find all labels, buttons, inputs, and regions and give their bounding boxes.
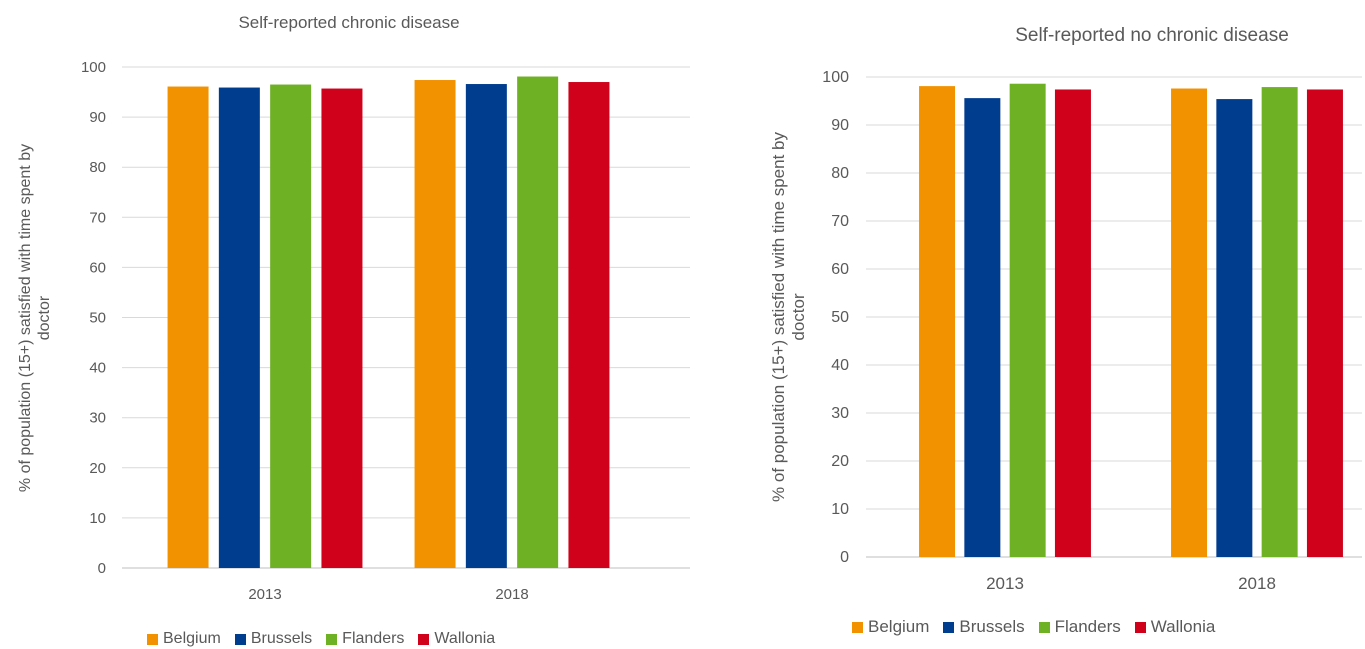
- y-axis-label: % of population (15+) satisfied with tim…: [17, 144, 53, 492]
- chart-title: Self-reported no chronic disease: [1015, 25, 1289, 46]
- legend-label: Belgium: [868, 617, 930, 636]
- y-tick-label: 80: [831, 165, 849, 182]
- y-tick-label: 60: [831, 261, 849, 278]
- legend-swatch: [1134, 621, 1146, 633]
- x-category-label: 2013: [248, 586, 281, 603]
- bar-flanders-2013: [270, 84, 312, 568]
- y-tick-label: 70: [89, 209, 106, 226]
- bar-wallonia-2013: [1054, 89, 1091, 557]
- chart-no-chronic-disease: Self-reported no chronic disease 0 10 20 30 4…: [769, 25, 1362, 593]
- legend-label: Wallonia: [1150, 617, 1216, 636]
- bar-wallonia-2018: [568, 82, 610, 568]
- legend-swatch: [234, 633, 246, 645]
- legend-item-brussels: Brussels: [943, 617, 1025, 637]
- x-category-label: 2018: [1238, 574, 1276, 593]
- y-tick-label: 100: [81, 59, 106, 76]
- legend-item-brussels: Brussels: [234, 630, 313, 648]
- bar-flanders-2018: [517, 76, 559, 569]
- y-tick-label: 70: [831, 213, 849, 230]
- legend-label: Wallonia: [434, 630, 496, 647]
- y-tick-label: 30: [89, 410, 106, 427]
- bar-belgium-2018: [414, 80, 456, 568]
- legend-swatch: [418, 633, 430, 645]
- bar-belgium-2018: [1171, 88, 1208, 558]
- y-tick-label: 30: [831, 405, 849, 422]
- y-tick-label: 0: [98, 560, 106, 577]
- legend-item-wallonia: Wallonia: [418, 630, 495, 648]
- legend-item-flanders: Flanders: [1038, 617, 1121, 637]
- legend-item-belgium: Belgium: [852, 617, 929, 637]
- y-axis-label: % of population (15+) satisfied with tim…: [769, 132, 808, 502]
- legend-chronic-disease: Belgium Brussels Flanders Wallonia: [147, 630, 495, 648]
- bar-flanders-2013: [1009, 83, 1046, 557]
- legend-swatch: [326, 633, 338, 645]
- legend-swatch: [147, 633, 158, 645]
- bar-belgium-2013: [167, 86, 209, 568]
- legend-item-wallonia: Wallonia: [1134, 617, 1216, 637]
- bar-wallonia-2018: [1306, 89, 1343, 557]
- y-tick-label: 40: [831, 357, 849, 374]
- x-category-label: 2013: [986, 574, 1024, 593]
- y-tick-label: 80: [89, 159, 106, 176]
- legend-label: Flanders: [1054, 617, 1121, 636]
- y-tick-label: 0: [840, 549, 849, 566]
- legend-swatch: [1038, 621, 1050, 633]
- y-tick-label: 50: [831, 309, 849, 326]
- bar-belgium-2013: [919, 86, 956, 558]
- chart-chronic-disease: Self-reported chronic disease 0 10 20 30 40 50…: [17, 13, 690, 603]
- y-tick-label: 40: [89, 360, 106, 377]
- legend-swatch: [852, 621, 863, 633]
- legend-swatch: [943, 621, 955, 633]
- legend-label: Belgium: [163, 630, 221, 647]
- legend-label: Brussels: [959, 617, 1025, 636]
- legend-label: Brussels: [250, 630, 313, 647]
- legend-no-chronic-disease: Belgium Brussels Flanders Wallonia: [852, 617, 1215, 637]
- bar-brussels-2018: [465, 84, 507, 568]
- bar-brussels-2013: [218, 87, 260, 568]
- y-tick-label: 20: [831, 453, 849, 470]
- y-tick-label: 100: [822, 69, 849, 86]
- y-tick-label: 50: [89, 310, 106, 327]
- bar-brussels-2013: [964, 98, 1001, 558]
- y-tick-label: 90: [89, 109, 106, 126]
- y-tick-label: 60: [89, 259, 106, 276]
- legend-item-flanders: Flanders: [326, 630, 404, 648]
- chart-title: Self-reported chronic disease: [238, 13, 459, 32]
- y-tick-label: 20: [89, 460, 106, 477]
- legend-item-belgium: Belgium: [147, 630, 221, 648]
- y-tick-label: 90: [831, 117, 849, 134]
- x-category-label: 2018: [495, 586, 528, 603]
- legend-label: Flanders: [342, 630, 405, 647]
- bar-brussels-2018: [1216, 99, 1253, 557]
- y-tick-label: 10: [89, 510, 106, 527]
- bar-wallonia-2013: [321, 88, 363, 568]
- bar-flanders-2018: [1261, 87, 1298, 557]
- y-tick-label: 10: [831, 501, 849, 518]
